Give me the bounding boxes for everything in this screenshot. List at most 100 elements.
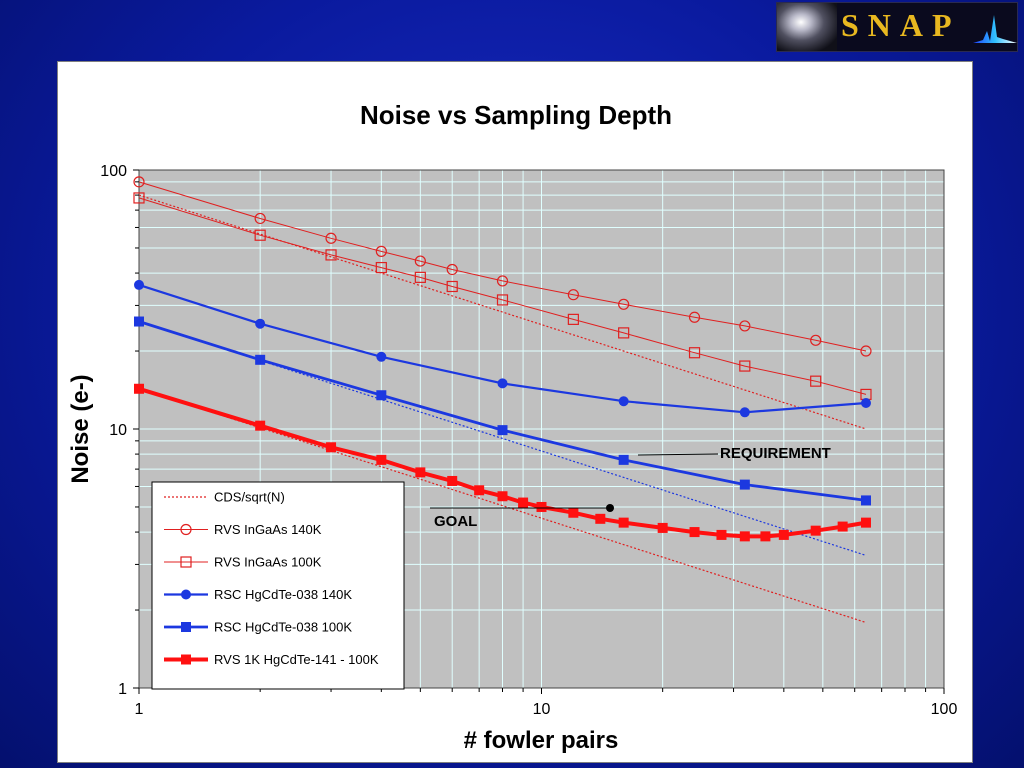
data-point: [447, 475, 458, 486]
y-tick-label: 1: [118, 681, 127, 698]
chart-title: Noise vs Sampling Depth: [360, 100, 672, 130]
data-point: [181, 622, 191, 632]
requirement-leader-line: [637, 453, 719, 456]
data-point: [254, 229, 266, 241]
data-point: [618, 517, 629, 528]
annotation-layer: REQUIREMENT GOAL: [430, 445, 831, 530]
series-group: [133, 176, 872, 357]
series-group: [134, 316, 871, 506]
data-point: [657, 522, 668, 533]
data-point: [536, 501, 547, 512]
data-point: [133, 192, 145, 204]
data-point: [325, 249, 337, 261]
data-point: [376, 454, 387, 465]
series-group: [138, 194, 867, 430]
data-point: [496, 294, 509, 306]
legend-entry: RSC HgCdTe-038 140K: [164, 587, 352, 602]
data-point: [376, 390, 387, 401]
data-point: [134, 316, 144, 327]
data-point: [497, 378, 508, 389]
data-point: [567, 289, 579, 301]
series-line: [138, 197, 867, 395]
legend-label: RVS InGaAs 100K: [214, 555, 322, 570]
series-line: [138, 320, 867, 556]
data-point: [474, 485, 485, 496]
data-point: [496, 275, 509, 287]
series-line: [138, 386, 867, 539]
data-point: [739, 531, 750, 542]
series-group: [138, 320, 867, 556]
data-point: [739, 479, 750, 490]
data-point: [567, 313, 579, 325]
data-point: [860, 345, 872, 357]
x-axis-title: # fowler pairs: [464, 727, 619, 754]
legend-entry: RVS 1K HgCdTe-141 - 100K: [164, 652, 379, 667]
y-tick-label: 10: [109, 422, 127, 439]
data-point: [618, 327, 630, 339]
data-point: [497, 425, 508, 436]
data-point: [325, 232, 337, 244]
snap-logo: SNAP: [776, 2, 1018, 52]
data-point: [181, 654, 191, 665]
logo-photo: [777, 3, 837, 51]
data-point: [810, 375, 822, 387]
series-layer: [133, 176, 872, 624]
data-point: [446, 280, 458, 293]
data-point: [688, 311, 701, 323]
chart-panel: Noise vs Sampling Depth 1 10 100 1 10 100 REQ…: [57, 61, 973, 763]
legend-entry: RSC HgCdTe-038 100K: [164, 620, 352, 635]
data-point: [255, 354, 266, 365]
data-point: [446, 263, 458, 276]
x-tick-label: 1: [135, 701, 144, 718]
data-point: [134, 383, 144, 394]
data-point: [134, 279, 144, 290]
data-point: [414, 271, 426, 283]
data-point: [133, 176, 145, 188]
data-point: [860, 398, 871, 409]
data-point: [778, 529, 789, 540]
data-point: [810, 525, 821, 536]
y-axis-title: Noise (e-): [67, 374, 94, 483]
series-group: [134, 383, 871, 542]
data-point: [689, 527, 700, 538]
legend-label: CDS/sqrt(N): [214, 490, 285, 505]
data-point: [618, 396, 629, 407]
data-point: [254, 212, 266, 225]
data-point: [618, 298, 630, 310]
data-point: [568, 507, 579, 518]
data-point: [810, 334, 822, 346]
x-tick-label: 100: [931, 701, 958, 718]
data-point: [837, 521, 848, 532]
series-line: [138, 388, 867, 624]
goal-label: GOAL: [434, 513, 477, 530]
data-point: [375, 261, 387, 274]
legend-label: RSC HgCdTe-038 100K: [214, 620, 352, 635]
legend-entry: RVS InGaAs 100K: [164, 555, 322, 570]
spectrum-icon: [973, 15, 1017, 43]
data-point: [860, 495, 871, 506]
data-point: [739, 320, 751, 332]
chart-svg: Noise vs Sampling Depth 1 10 100 1 10 100 REQ…: [67, 100, 958, 754]
data-point: [688, 347, 701, 359]
data-point: [180, 523, 192, 536]
legend-entry: RVS InGaAs 140K: [164, 522, 322, 537]
data-point: [326, 442, 337, 453]
y-tick-label: 100: [100, 163, 127, 180]
logo-text: SNAP: [841, 7, 961, 43]
legend-box: [151, 481, 405, 690]
data-point: [375, 245, 387, 257]
data-point: [497, 491, 508, 502]
x-tick-label: 10: [533, 701, 551, 718]
series-group: [138, 388, 867, 624]
data-point: [760, 531, 771, 542]
data-point: [255, 318, 266, 329]
legend-label: RVS InGaAs 140K: [214, 522, 322, 537]
data-point: [716, 529, 727, 540]
data-point: [595, 513, 606, 524]
data-point: [860, 517, 871, 528]
data-point: [518, 497, 529, 508]
data-point: [414, 255, 426, 267]
series-group: [133, 192, 872, 401]
goal-marker: [606, 504, 614, 512]
data-point: [181, 589, 191, 600]
